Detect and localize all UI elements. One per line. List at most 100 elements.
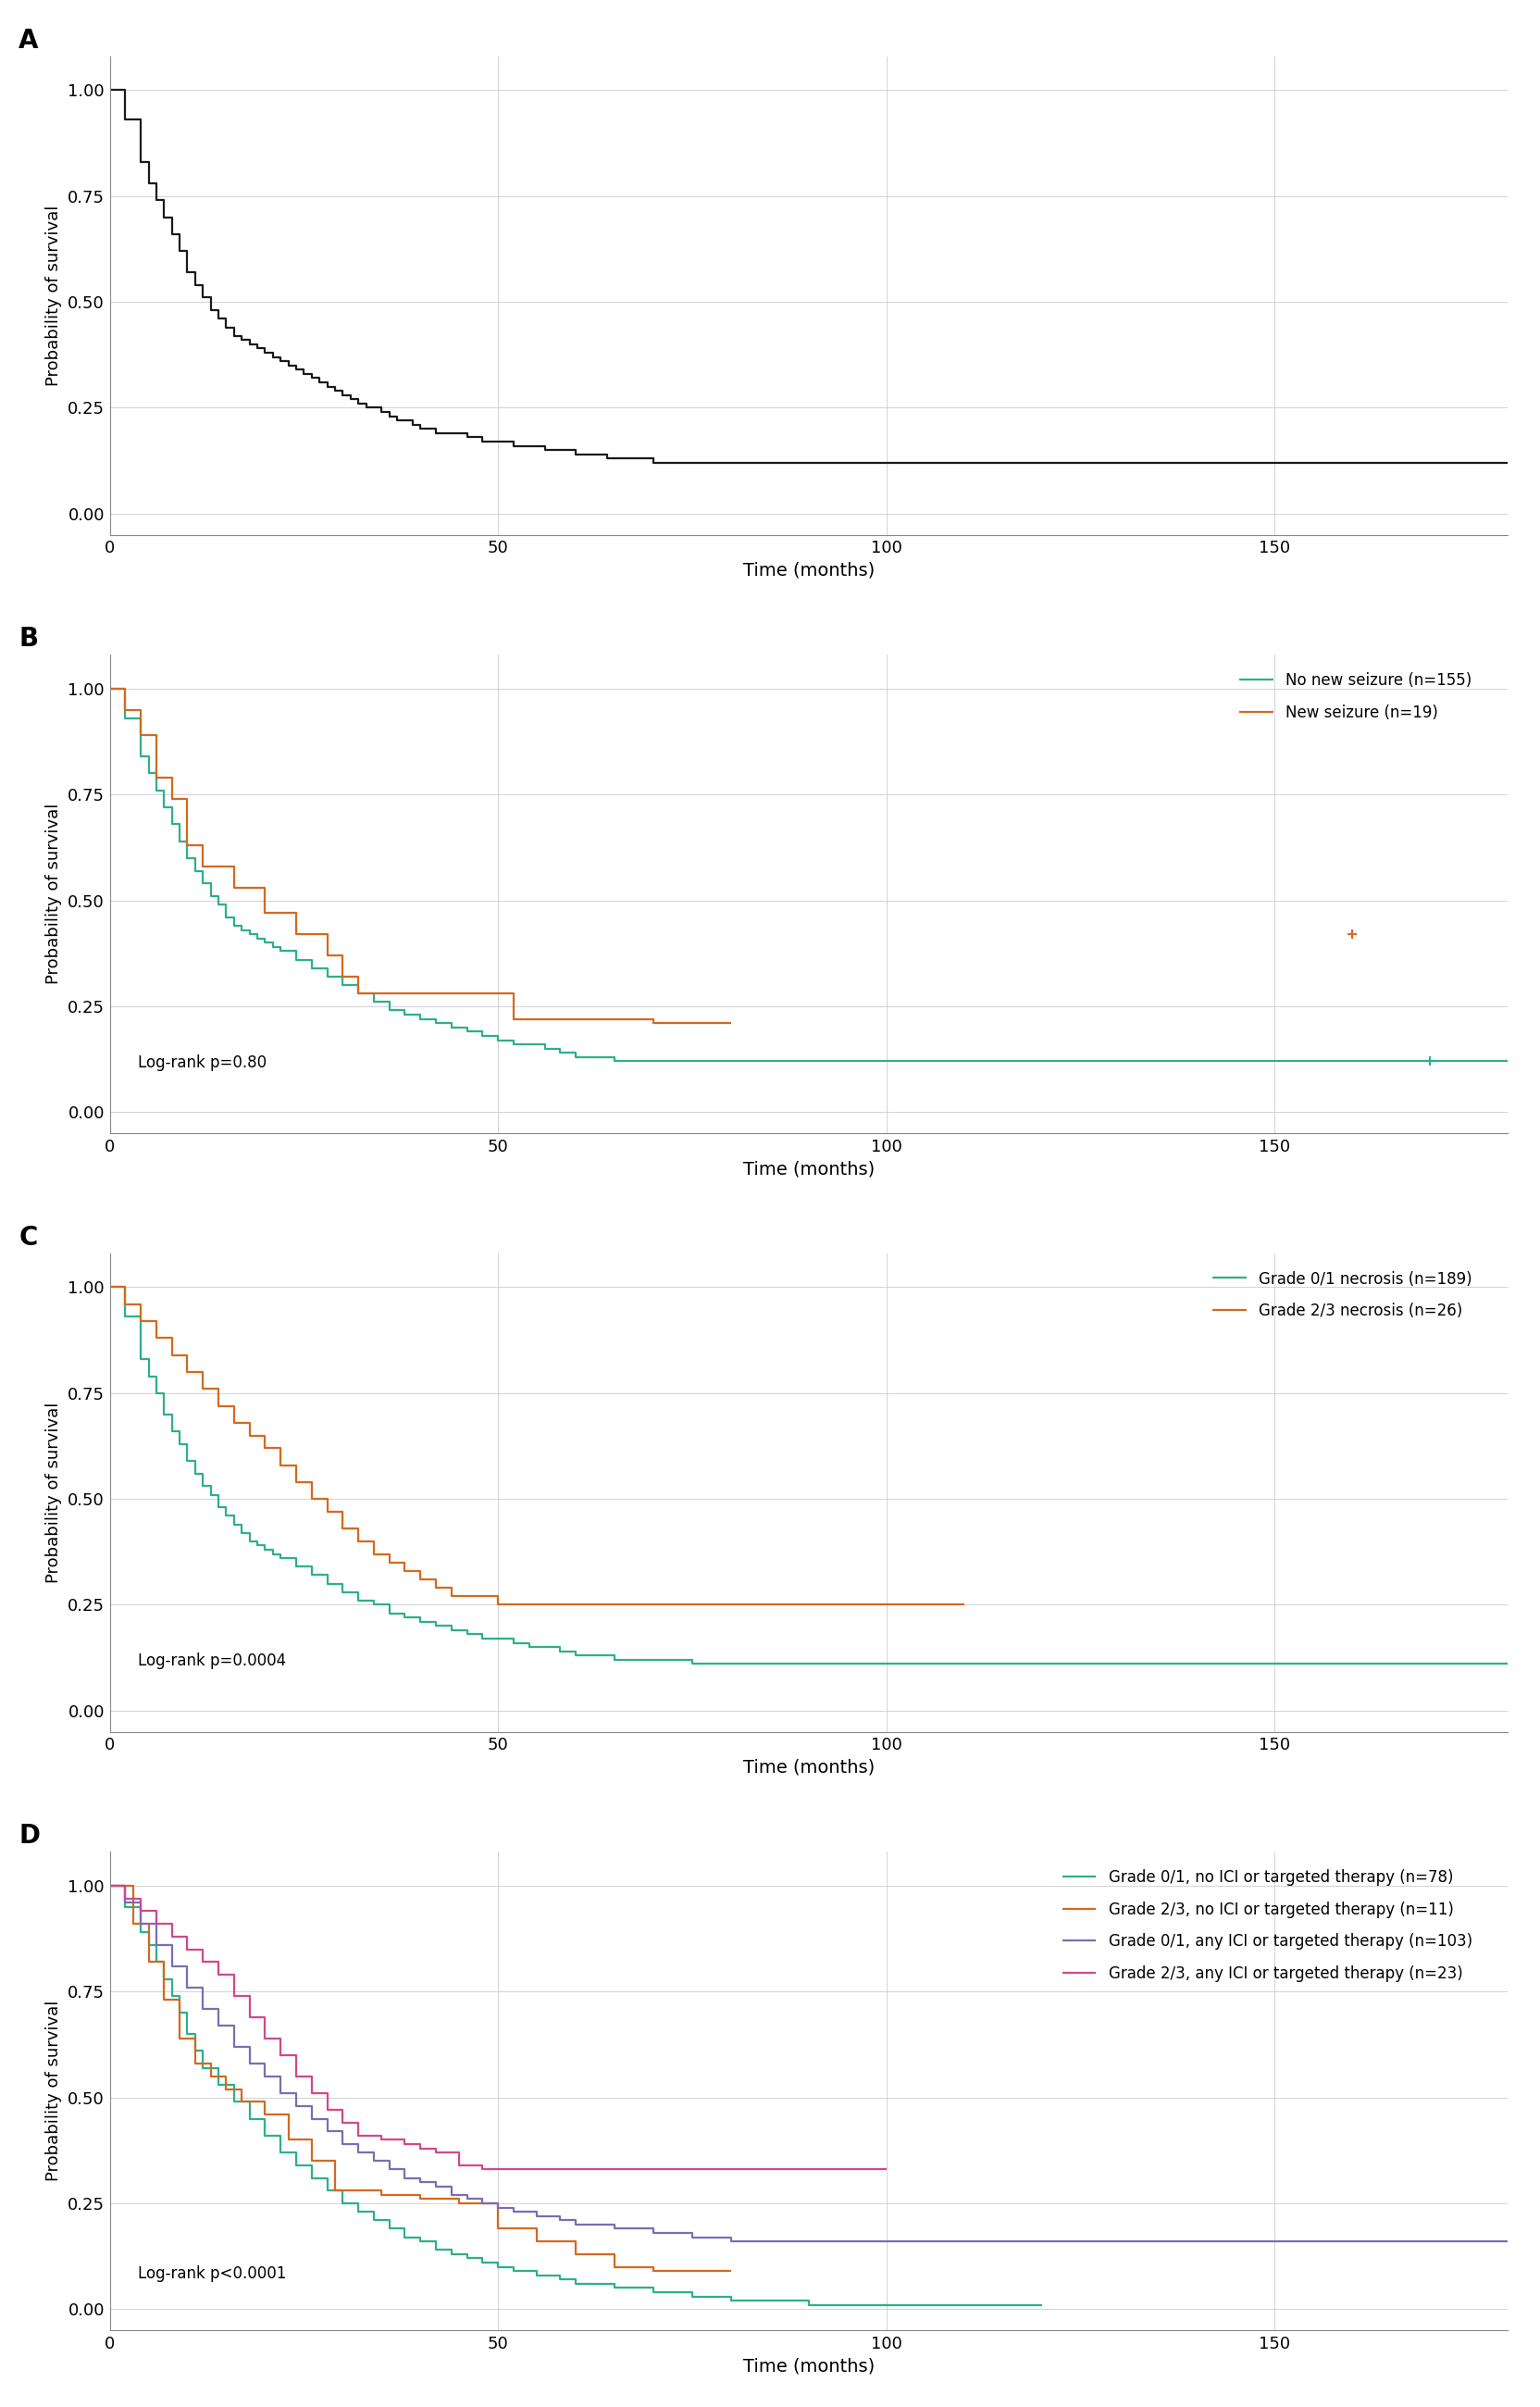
New seizure (n=19) [505,980,524,1009]
New seizure (n=19) [148,720,166,749]
New seizure (n=19) [567,1004,585,1033]
Grade 2/3, any ICI or targeted therapy (n=23) [240,1981,259,2010]
Grade 0/1, no ICI or targeted therapy (n=78) [799,2291,818,2320]
New seizure (n=19) [722,1009,741,1037]
New seizure (n=19) [194,830,213,859]
No new seizure (n=155) [605,1047,624,1076]
Grade 2/3, no ICI or targeted therapy (n=11) [350,2176,368,2205]
No new seizure (n=155) [396,996,414,1025]
Line: Grade 0/1, no ICI or targeted therapy (n=78): Grade 0/1, no ICI or targeted therapy (n… [109,1885,1043,2306]
New seizure (n=19) [473,980,491,1009]
Grade 2/3, no ICI or targeted therapy (n=11) [217,2075,236,2104]
New seizure (n=19) [194,852,213,881]
New seizure (n=19) [179,785,197,814]
Text: D: D [18,1822,40,1849]
Grade 0/1, no ICI or targeted therapy (n=78) [171,1998,189,2027]
Grade 2/3, any ICI or targeted therapy (n=23) [334,2096,353,2125]
Legend: Grade 0/1, no ICI or targeted therapy (n=78), Grade 2/3, no ICI or targeted ther: Grade 0/1, no ICI or targeted therapy (n… [1063,1870,1472,1981]
Grade 2/3, any ICI or targeted therapy (n=23) [473,2152,491,2181]
Grade 2/3, no ICI or targeted therapy (n=11) [528,2214,547,2243]
Grade 0/1, any ICI or targeted therapy (n=103) [100,1870,119,1899]
Grade 2/3, no ICI or targeted therapy (n=11) [233,2087,251,2116]
New seizure (n=19) [605,1004,624,1033]
New seizure (n=19) [256,898,274,927]
Grade 0/1, no ICI or targeted therapy (n=78) [194,2036,213,2065]
Grade 0/1 necrosis (n=189) [1498,1649,1517,1678]
Grade 2/3 necrosis (n=26) [179,1358,197,1386]
New seizure (n=19) [131,720,149,749]
Line: Grade 0/1 necrosis (n=189): Grade 0/1 necrosis (n=189) [109,1288,1508,1663]
Legend: Grade 0/1 necrosis (n=189), Grade 2/3 necrosis (n=26): Grade 0/1 necrosis (n=189), Grade 2/3 ne… [1212,1271,1472,1319]
Grade 2/3, no ICI or targeted therapy (n=11) [605,2253,624,2282]
Grade 2/3, no ICI or targeted therapy (n=11) [411,2181,430,2210]
Grade 0/1, no ICI or targeted therapy (n=78) [380,2205,399,2234]
New seizure (n=19) [350,980,368,1009]
New seizure (n=19) [100,674,119,703]
Grade 0/1, any ICI or targeted therapy (n=103) [722,2226,741,2255]
Grade 0/1 necrosis (n=189) [505,1625,524,1654]
New seizure (n=19) [536,1004,554,1033]
New seizure (n=19) [286,919,305,948]
Grade 2/3 necrosis (n=26) [722,1591,741,1620]
Grade 2/3, any ICI or targeted therapy (n=23) [473,2154,491,2183]
X-axis label: Time (months): Time (months) [742,561,875,580]
Grade 2/3, no ICI or targeted therapy (n=11) [684,2258,702,2287]
Line: Grade 2/3, any ICI or targeted therapy (n=23): Grade 2/3, any ICI or targeted therapy (… [109,1885,887,2169]
New seizure (n=19) [116,696,134,725]
Y-axis label: Probability of survival: Probability of survival [46,1403,63,1584]
Grade 0/1, no ICI or targeted therapy (n=78) [1033,2291,1052,2320]
Grade 2/3, no ICI or targeted therapy (n=11) [373,2176,391,2205]
New seizure (n=19) [317,919,336,948]
Grade 2/3 necrosis (n=26) [317,1485,336,1514]
Grade 2/3, no ICI or targeted therapy (n=11) [684,2258,702,2287]
New seizure (n=19) [505,1004,524,1033]
New seizure (n=19) [163,763,182,792]
No new seizure (n=155) [1498,1047,1517,1076]
No new seizure (n=155) [100,674,119,703]
Grade 2/3, no ICI or targeted therapy (n=11) [326,2176,345,2205]
X-axis label: Time (months): Time (months) [742,1160,875,1177]
Grade 2/3, no ICI or targeted therapy (n=11) [450,2186,468,2214]
Grade 2/3, no ICI or targeted therapy (n=11) [722,2258,741,2287]
New seizure (n=19) [256,874,274,903]
X-axis label: Time (months): Time (months) [742,1760,875,1776]
Grade 2/3, no ICI or targeted therapy (n=11) [326,2147,345,2176]
New seizure (n=19) [380,980,399,1009]
Grade 2/3, no ICI or targeted therapy (n=11) [186,2024,205,2053]
Grade 0/1, any ICI or targeted therapy (n=103) [350,2130,368,2159]
Line: No new seizure (n=155): No new seizure (n=155) [109,688,1508,1061]
Grade 2/3, no ICI or targeted therapy (n=11) [202,2063,220,2092]
Grade 2/3, no ICI or targeted therapy (n=11) [302,2147,320,2176]
New seizure (n=19) [350,963,368,992]
Grade 2/3, no ICI or targeted therapy (n=11) [123,1870,142,1899]
Grade 2/3, no ICI or targeted therapy (n=11) [123,1909,142,1938]
Grade 2/3, no ICI or targeted therapy (n=11) [139,1909,157,1938]
No new seizure (n=155) [334,970,353,999]
Grade 2/3, no ICI or targeted therapy (n=11) [279,2125,297,2154]
Grade 2/3, no ICI or targeted therapy (n=11) [567,2239,585,2267]
Grade 0/1, no ICI or targeted therapy (n=78) [240,2087,259,2116]
Grade 2/3, no ICI or targeted therapy (n=11) [156,1947,174,1976]
Line: New seizure (n=19): New seizure (n=19) [109,688,732,1023]
Grade 0/1 necrosis (n=189) [505,1630,524,1658]
Grade 0/1 necrosis (n=189) [131,1346,149,1374]
No new seizure (n=155) [131,703,149,732]
Line: Grade 2/3 necrosis (n=26): Grade 2/3 necrosis (n=26) [109,1288,964,1605]
New seizure (n=19) [442,980,460,1009]
Grade 2/3, any ICI or targeted therapy (n=23) [878,2154,896,2183]
New seizure (n=19) [644,1004,662,1033]
Grade 2/3, no ICI or targeted therapy (n=11) [411,2186,430,2214]
Grade 0/1, any ICI or targeted therapy (n=103) [302,2092,320,2121]
Grade 2/3, no ICI or targeted therapy (n=11) [279,2099,297,2128]
New seizure (n=19) [334,941,353,970]
New seizure (n=19) [536,1004,554,1033]
Grade 2/3 necrosis (n=26) [488,1591,507,1620]
Grade 0/1, no ICI or targeted therapy (n=78) [100,1870,119,1899]
Text: Log-rank p=0.80: Log-rank p=0.80 [137,1054,266,1071]
Grade 2/3, no ICI or targeted therapy (n=11) [171,2024,189,2053]
New seizure (n=19) [380,980,399,1009]
Grade 0/1 necrosis (n=189) [186,1447,205,1475]
Grade 2/3 necrosis (n=26) [334,1514,353,1543]
Text: Log-rank p<0.0001: Log-rank p<0.0001 [137,2265,286,2282]
Grade 0/1 necrosis (n=189) [100,1273,119,1302]
